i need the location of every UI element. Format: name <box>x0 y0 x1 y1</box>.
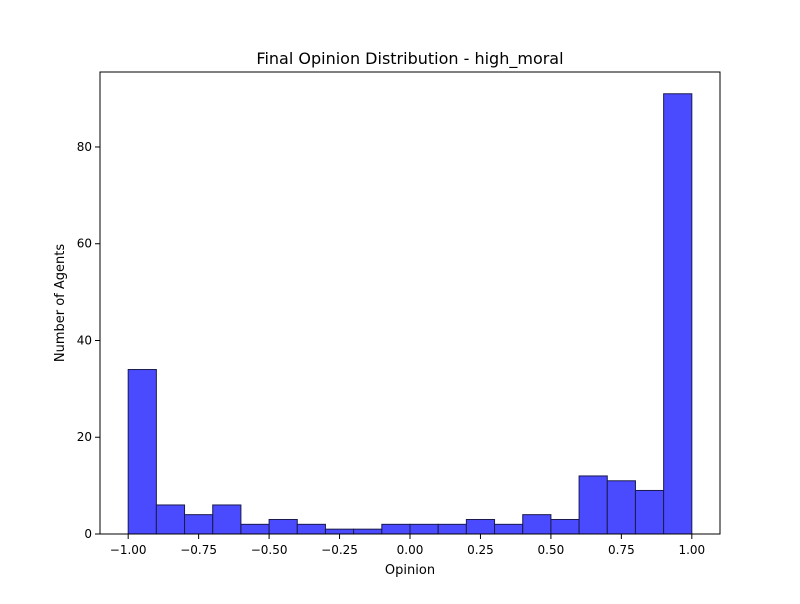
x-axis-label: Opinion <box>385 563 435 578</box>
histogram-bar <box>296 523 326 535</box>
y-tick-label: 60 <box>77 237 92 251</box>
y-axis: 0 20 40 60 80 <box>77 140 100 541</box>
histogram-bar <box>381 523 411 535</box>
y-tick-label: 20 <box>77 430 92 444</box>
x-tick-label: 0.75 <box>608 543 635 557</box>
histogram-bar <box>324 528 355 535</box>
histogram-bar <box>212 504 242 535</box>
histogram-bar <box>268 518 298 535</box>
x-tick-label: −0.75 <box>180 543 217 557</box>
histogram-bar <box>550 518 580 535</box>
histogram-bar <box>353 528 383 535</box>
x-tick-label: −1.00 <box>110 543 147 557</box>
x-tick-label: −0.50 <box>251 543 288 557</box>
histogram-bar <box>663 93 693 535</box>
y-tick-label: 40 <box>77 333 92 347</box>
x-tick-label: 0.25 <box>467 543 494 557</box>
x-tick-label: 0.00 <box>397 543 424 557</box>
plot-frame <box>99 71 721 535</box>
histogram-bar <box>127 369 157 535</box>
histogram-bar <box>184 514 214 535</box>
histogram-bar <box>522 514 552 535</box>
y-tick-label: 80 <box>77 140 92 154</box>
histogram-bar <box>437 523 467 535</box>
histogram-bar <box>155 504 186 535</box>
bars-layer <box>127 93 693 535</box>
histogram-bar <box>409 523 439 535</box>
histogram-bar <box>494 523 524 535</box>
x-tick-label: 1.00 <box>678 543 705 557</box>
histogram-bar <box>240 523 270 535</box>
histogram-bar <box>465 518 496 535</box>
x-tick-label: 0.50 <box>538 543 565 557</box>
y-axis-label: Number of Agents <box>53 244 68 362</box>
histogram-bar <box>578 475 608 535</box>
x-axis: −1.00 −0.75 −0.50 −0.25 0.00 0.25 0.50 0.75 1.00 <box>110 534 705 557</box>
y-tick-label: 0 <box>84 527 92 541</box>
x-tick-label: −0.25 <box>321 543 358 557</box>
histogram-bar <box>606 480 636 535</box>
chart-title: Final Opinion Distribution - high_moral <box>256 49 563 69</box>
histogram-bar <box>634 489 665 535</box>
